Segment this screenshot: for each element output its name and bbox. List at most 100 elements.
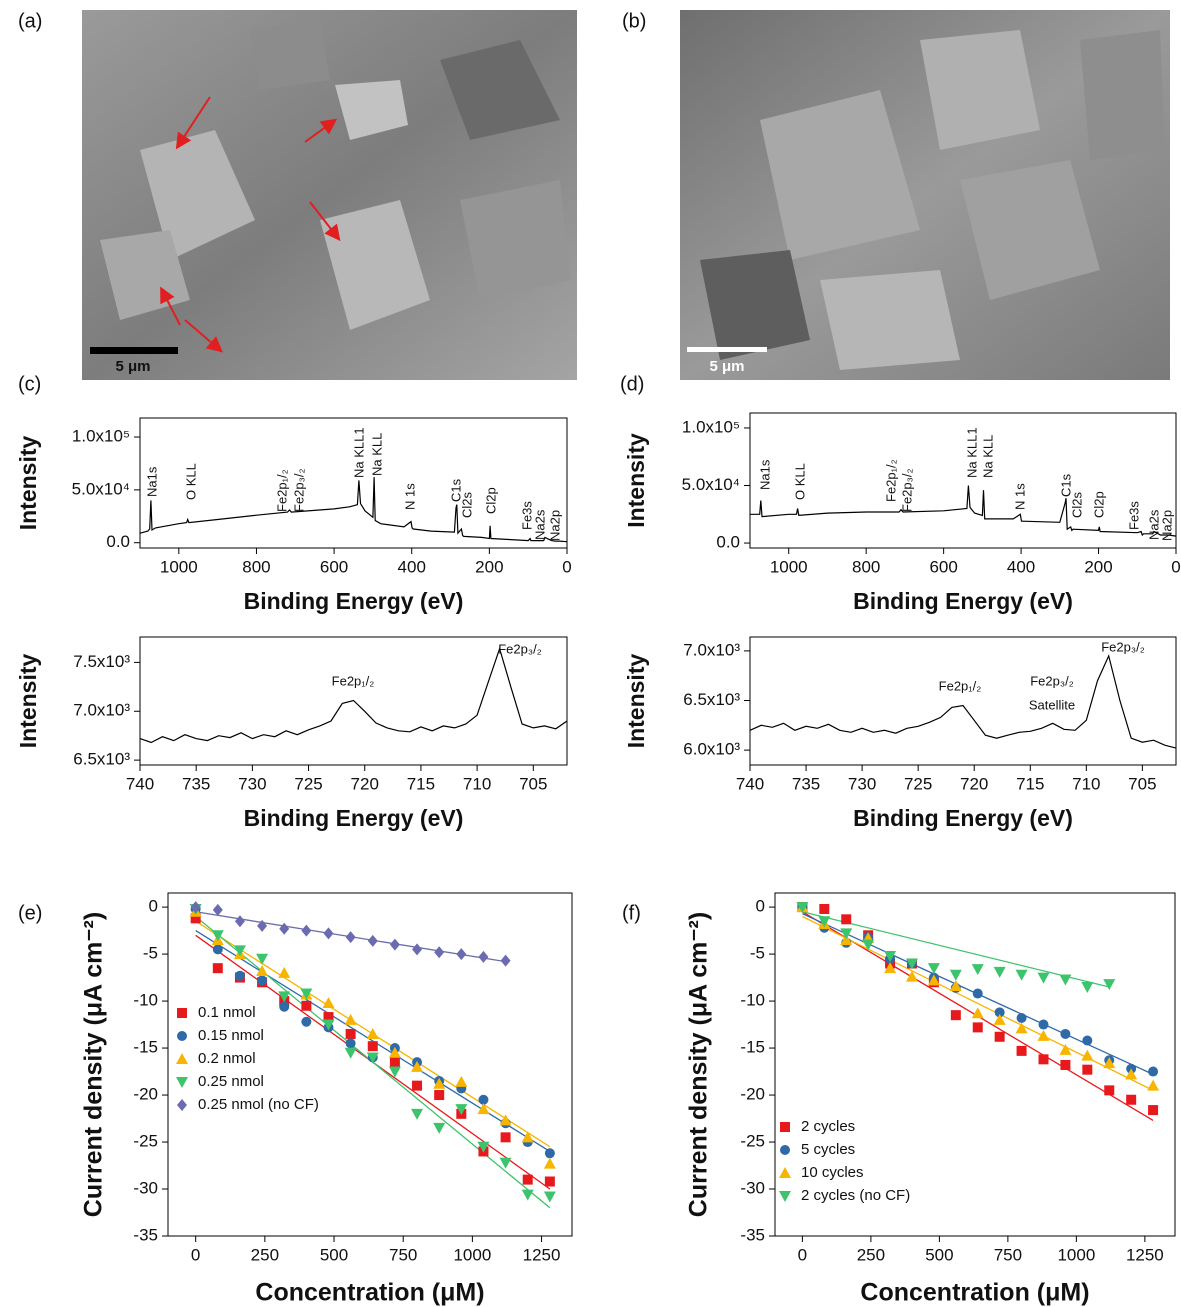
marker <box>1059 974 1072 986</box>
peak-annotation: Na2p <box>1159 510 1174 541</box>
peak-annotation: Na2s <box>1146 509 1161 540</box>
marker <box>366 1052 379 1064</box>
x-tick-label: 1000 <box>770 557 808 576</box>
plot-frame <box>139 417 568 549</box>
y-tick-label: -5 <box>143 944 158 963</box>
marker <box>257 919 268 932</box>
legend-marker <box>780 1145 790 1155</box>
scale-bar-label: 5 μm <box>709 358 744 375</box>
x-tick-label: 800 <box>242 557 270 576</box>
marker <box>345 931 356 944</box>
legend-marker <box>779 1167 791 1178</box>
x-tick-label: 400 <box>1007 557 1035 576</box>
marker <box>433 1122 446 1134</box>
legend-marker <box>177 1008 187 1018</box>
x-tick-label: 1250 <box>1126 1245 1164 1264</box>
marker <box>389 1057 400 1068</box>
marker <box>412 1080 423 1091</box>
peak-annotation: Na1s <box>757 459 772 490</box>
marker <box>1015 969 1028 981</box>
marker <box>345 1028 356 1039</box>
legend-marker <box>176 1077 188 1088</box>
marker <box>543 1191 556 1203</box>
x-tick-label: 600 <box>320 557 348 576</box>
marker <box>367 1041 378 1052</box>
y-tick-label: -30 <box>133 1178 158 1197</box>
plot-frame <box>139 636 568 766</box>
marker <box>1103 979 1116 991</box>
y-tick-label: 5.0x10⁴ <box>72 479 130 498</box>
y-tick-label: 0.0 <box>106 532 130 551</box>
marker <box>927 974 940 986</box>
plot-frame <box>774 892 1176 1237</box>
plot-frame <box>749 412 1177 549</box>
x-tick-label: 250 <box>251 1245 279 1264</box>
marker <box>522 1174 533 1185</box>
peak-annotation: Fe2p₃/₂ <box>1101 639 1145 654</box>
panel-label: (f) <box>622 902 641 924</box>
marker <box>949 980 962 992</box>
peak-annotation: Na KLL1 <box>964 427 979 478</box>
legend-label: 0.25 nmol (no CF) <box>198 1096 319 1113</box>
marker <box>1060 1028 1071 1039</box>
peak-annotation: N 1s <box>402 483 417 510</box>
y-tick-label: -25 <box>740 1132 765 1151</box>
marker <box>840 933 853 945</box>
marker <box>411 1108 424 1120</box>
marker <box>1147 1079 1160 1091</box>
marker <box>971 1007 984 1019</box>
fit-line <box>802 915 1154 1091</box>
x-tick-label: 720 <box>960 774 988 793</box>
marker <box>862 939 875 951</box>
x-tick-label: 500 <box>320 1245 348 1264</box>
peak-annotation: Na2s <box>532 509 547 540</box>
y-tick-label: 1.0x10⁵ <box>682 417 740 436</box>
marker <box>388 1046 401 1058</box>
marker <box>323 927 334 940</box>
panel-label: (d) <box>620 373 644 395</box>
x-tick-label: 710 <box>1072 774 1100 793</box>
peak-annotation: Na KLL <box>369 433 384 476</box>
marker <box>1125 1068 1138 1080</box>
x-tick-label: 730 <box>238 774 266 793</box>
legend-label: 0.2 nmol <box>198 1050 256 1067</box>
y-tick-label: 6.0x10³ <box>683 740 740 759</box>
y-tick-label: -15 <box>133 1038 158 1057</box>
marker <box>993 1013 1006 1025</box>
x-tick-label: 0 <box>562 557 571 576</box>
marker <box>1038 1054 1049 1065</box>
y-tick-label: 7.5x10³ <box>73 652 130 671</box>
marker <box>1103 1057 1116 1069</box>
peak-annotation: Fe2p₃/₂ <box>291 468 306 512</box>
x-tick-label: 715 <box>407 774 435 793</box>
x-tick-label: 740 <box>126 774 154 793</box>
panel-label: (c) <box>18 373 41 395</box>
peak-annotation: Fe2p₃/₂ <box>1030 673 1074 688</box>
legend-label: 5 cycles <box>801 1141 855 1158</box>
legend-label: 10 cycles <box>801 1164 864 1181</box>
marker <box>971 964 984 976</box>
x-tick-label: 250 <box>857 1245 885 1264</box>
y-tick-label: 0.0 <box>716 533 740 552</box>
x-tick-label: 730 <box>848 774 876 793</box>
marker <box>190 913 201 924</box>
marker <box>412 943 423 956</box>
x-axis-label: Binding Energy (eV) <box>853 805 1073 831</box>
panel-label: (b) <box>622 10 646 32</box>
peak-annotation: Fe2p₁/₂ <box>274 469 289 512</box>
y-tick-label: 7.0x10³ <box>73 701 130 720</box>
x-tick-label: 500 <box>925 1245 953 1264</box>
marker <box>950 1010 961 1021</box>
x-tick-label: 740 <box>736 774 764 793</box>
marker <box>521 1189 534 1201</box>
marker <box>301 924 312 937</box>
marker <box>1081 1049 1094 1061</box>
marker <box>500 954 511 967</box>
x-tick-label: 750 <box>994 1245 1022 1264</box>
marker <box>279 922 290 935</box>
y-tick-label: 7.0x10³ <box>683 640 740 659</box>
y-tick-label: 0 <box>756 897 765 916</box>
marker <box>884 950 897 962</box>
x-tick-label: 725 <box>294 774 322 793</box>
sem-image-b: 5 μm <box>680 10 1170 380</box>
